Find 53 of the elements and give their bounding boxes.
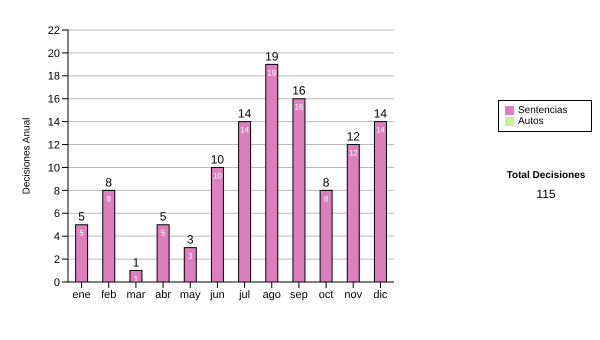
legend-label: Autos: [518, 116, 544, 127]
x-tick-label: abr: [155, 288, 172, 301]
x-tick-label: mar: [126, 288, 146, 301]
data-label: 8: [106, 194, 112, 204]
x-tick-label: ene: [72, 288, 91, 301]
data-label: 5: [160, 228, 166, 238]
total-label: 10: [210, 152, 224, 166]
x-tick-label: may: [180, 288, 202, 301]
x-tick-label: sep: [290, 288, 308, 301]
text: 115: [535, 187, 557, 201]
total-label: 8: [322, 175, 330, 190]
y-tick-label: 22: [48, 24, 60, 37]
y-tick-label: 16: [48, 94, 60, 106]
data-label: 10: [212, 171, 222, 180]
total-label: 12: [346, 130, 360, 144]
data-label: 1: [134, 274, 139, 284]
total-label: 8: [105, 175, 112, 190]
data-label: 8: [324, 194, 329, 204]
data-label: 19: [267, 68, 277, 78]
y-tick-label: 12: [48, 139, 60, 152]
data-label: 3: [188, 252, 194, 261]
y-tick-label: 14: [48, 116, 60, 129]
total-label: 5: [78, 210, 86, 224]
x-tick-label: jun: [209, 288, 225, 301]
total-label: 5: [160, 210, 167, 224]
y-tick-label: 10: [48, 162, 60, 174]
y-tick-label: 2: [54, 254, 60, 266]
x-tick-label: nov: [344, 288, 363, 301]
y-tick-label: 8: [54, 185, 60, 198]
y-tick-label: 20: [48, 48, 60, 60]
data-label: 5: [79, 228, 84, 238]
legend-label: Sentencias: [518, 105, 568, 116]
text: Total Decisiones: [506, 170, 586, 181]
y-tick-label: 6: [54, 208, 60, 220]
total-label: 3: [186, 232, 194, 247]
total-label: 16: [292, 84, 306, 98]
x-tick-label: dic: [373, 288, 388, 301]
total-label: 14: [238, 106, 252, 121]
data-label: 16: [294, 102, 304, 112]
data-label: 12: [348, 148, 358, 158]
x-tick-label: oct: [318, 288, 334, 301]
total-label: 1: [132, 256, 140, 270]
x-tick-label: jul: [238, 288, 250, 301]
data-label: 14: [240, 126, 250, 135]
total-label: 19: [265, 49, 279, 64]
x-tick-label: feb: [101, 288, 116, 301]
data-label: 14: [376, 126, 386, 135]
y-tick-label: 18: [48, 70, 60, 83]
y-axis-title: Decisiones Anual: [22, 118, 33, 194]
y-tick-label: 0: [54, 276, 60, 289]
total-label: 14: [374, 106, 388, 121]
y-tick-label: 4: [54, 231, 60, 244]
x-tick-label: ago: [262, 288, 281, 301]
